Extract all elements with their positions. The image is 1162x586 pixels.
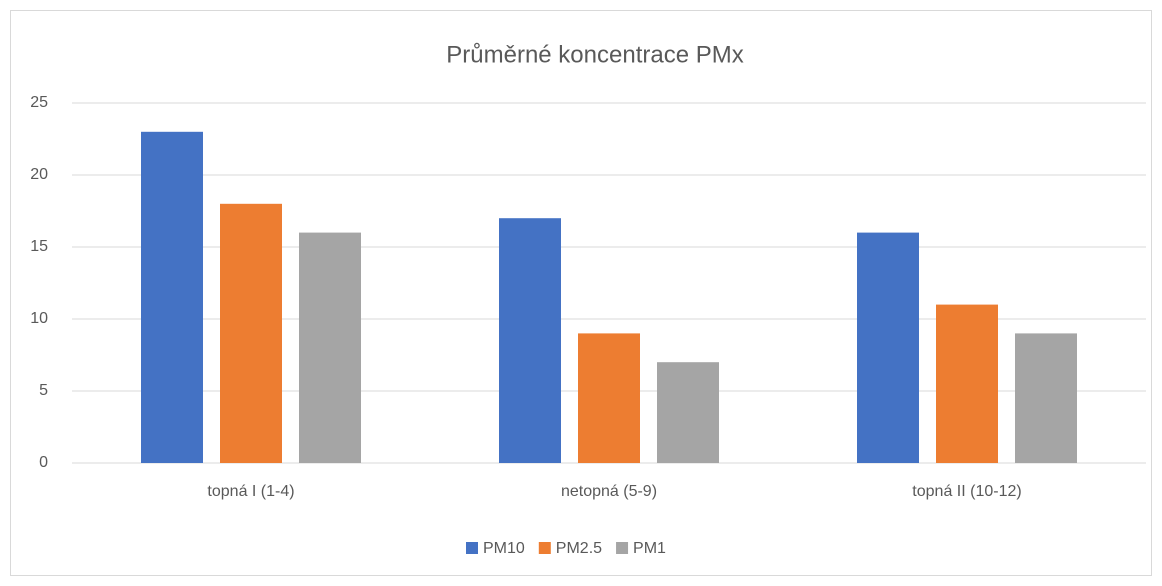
bar [299, 232, 361, 463]
y-tick-label: 0 [39, 454, 48, 471]
legend-label: PM1 [633, 540, 666, 557]
legend-label: PM2.5 [556, 540, 602, 557]
x-tick-label: topná II (10-12) [912, 483, 1021, 500]
legend-swatch [466, 542, 478, 554]
bar [220, 203, 282, 464]
x-tick-label: netopná (5-9) [561, 483, 657, 500]
bar [1015, 333, 1077, 463]
y-tick-label: 20 [30, 166, 48, 183]
bar [857, 232, 919, 463]
legend-label: PM10 [483, 540, 525, 557]
y-tick-label: 5 [39, 382, 48, 399]
legend-swatch [616, 542, 629, 554]
y-tick-label: 25 [30, 94, 48, 111]
legend-swatch [538, 542, 551, 554]
bar [657, 362, 719, 463]
bar [499, 218, 561, 463]
y-tick-label: 10 [30, 310, 48, 327]
bar [141, 131, 203, 464]
x-tick-label: topná I (1-4) [207, 483, 294, 500]
bar [578, 333, 640, 463]
chart-title: Průměrné koncentrace PMx [446, 41, 743, 68]
y-tick-label: 15 [30, 238, 48, 255]
bar [936, 304, 998, 463]
